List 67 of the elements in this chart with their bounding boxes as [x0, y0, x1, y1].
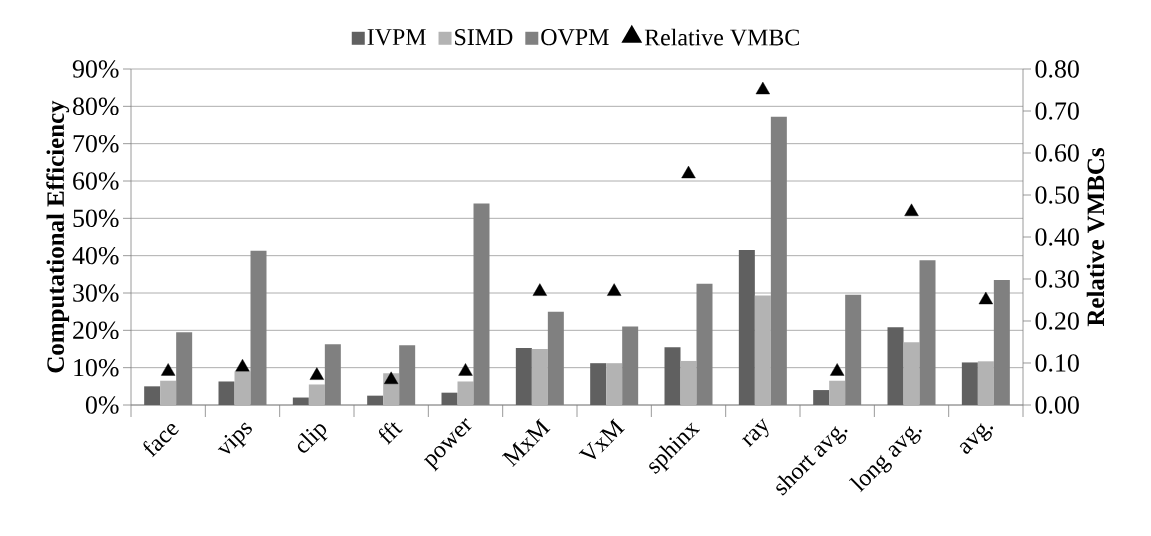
bar: [308, 384, 325, 405]
bar: [664, 347, 681, 405]
legend-label: SIMD: [455, 29, 513, 46]
y-tick-label: 50%: [73, 209, 119, 228]
bar: [887, 327, 904, 405]
bar: [515, 347, 532, 405]
point: [458, 363, 473, 376]
y-axis-title: Computational Efficiency: [46, 100, 70, 373]
bar: [590, 363, 607, 405]
legend-label: OVPM: [541, 29, 609, 46]
y2-tick-label: 0.00: [1035, 396, 1079, 414]
x-tick-label: face: [143, 424, 179, 458]
y2-axis-title: Relative VMBCs: [1086, 148, 1105, 327]
y2-tick-label: 0.80: [1035, 60, 1079, 78]
bar: [457, 381, 474, 405]
bar: [234, 371, 251, 405]
y-tick-label: 80%: [72, 97, 119, 116]
y-tick-label: 70%: [73, 134, 119, 153]
legend-label: Relative VMBC: [644, 28, 799, 46]
y-tick-label: 20%: [73, 321, 119, 340]
x-tick-label: vips: [217, 422, 252, 454]
point: [755, 81, 770, 95]
bar: [680, 360, 697, 405]
bar: [961, 362, 978, 405]
legend-label: IVPM: [367, 29, 426, 46]
point: [904, 203, 919, 216]
y2-tick-label: 0.20: [1035, 312, 1079, 330]
x-tick-label: avg.: [959, 423, 994, 454]
y-tick-label: 30%: [73, 284, 119, 302]
y-tick-label: 90%: [72, 60, 119, 78]
point: [607, 283, 622, 296]
bar: [754, 295, 771, 405]
y2-tick-label: 0.30: [1035, 270, 1079, 288]
y2-tick-label: 0.50: [1035, 186, 1079, 204]
y-tick-label: 10%: [74, 358, 119, 377]
y2-tick-label: 0.60: [1035, 144, 1079, 162]
x-tick-label: fft: [378, 422, 403, 445]
bar: [292, 397, 309, 405]
bar: [531, 349, 548, 405]
point: [978, 291, 993, 305]
bar: [829, 380, 846, 405]
bar: [977, 361, 994, 405]
bar: [606, 363, 623, 405]
bar: [367, 395, 384, 405]
y2-tick-label: 0.40: [1035, 228, 1079, 246]
bar: [218, 381, 235, 405]
x-tick-label: clip: [297, 424, 328, 453]
point: [681, 165, 696, 179]
y2-tick-label: 0.70: [1035, 102, 1079, 120]
y2-tick-label: 0.10: [1035, 354, 1079, 372]
bar: [903, 342, 920, 405]
point: [161, 363, 176, 376]
bar: [160, 380, 177, 405]
point: [384, 371, 399, 384]
point: [235, 359, 250, 372]
point: [830, 363, 845, 376]
y-tick-label: 0%: [85, 396, 119, 414]
bar: [441, 392, 458, 405]
x-tick-label: ray: [741, 418, 769, 448]
bar: [144, 386, 161, 405]
bar: [813, 390, 830, 405]
point: [309, 367, 324, 380]
bar: [738, 250, 755, 405]
point: [532, 283, 547, 296]
y-tick-label: 40%: [72, 246, 119, 265]
x-tick-label: long avg.: [848, 426, 922, 493]
y-tick-label: 60%: [73, 172, 119, 190]
